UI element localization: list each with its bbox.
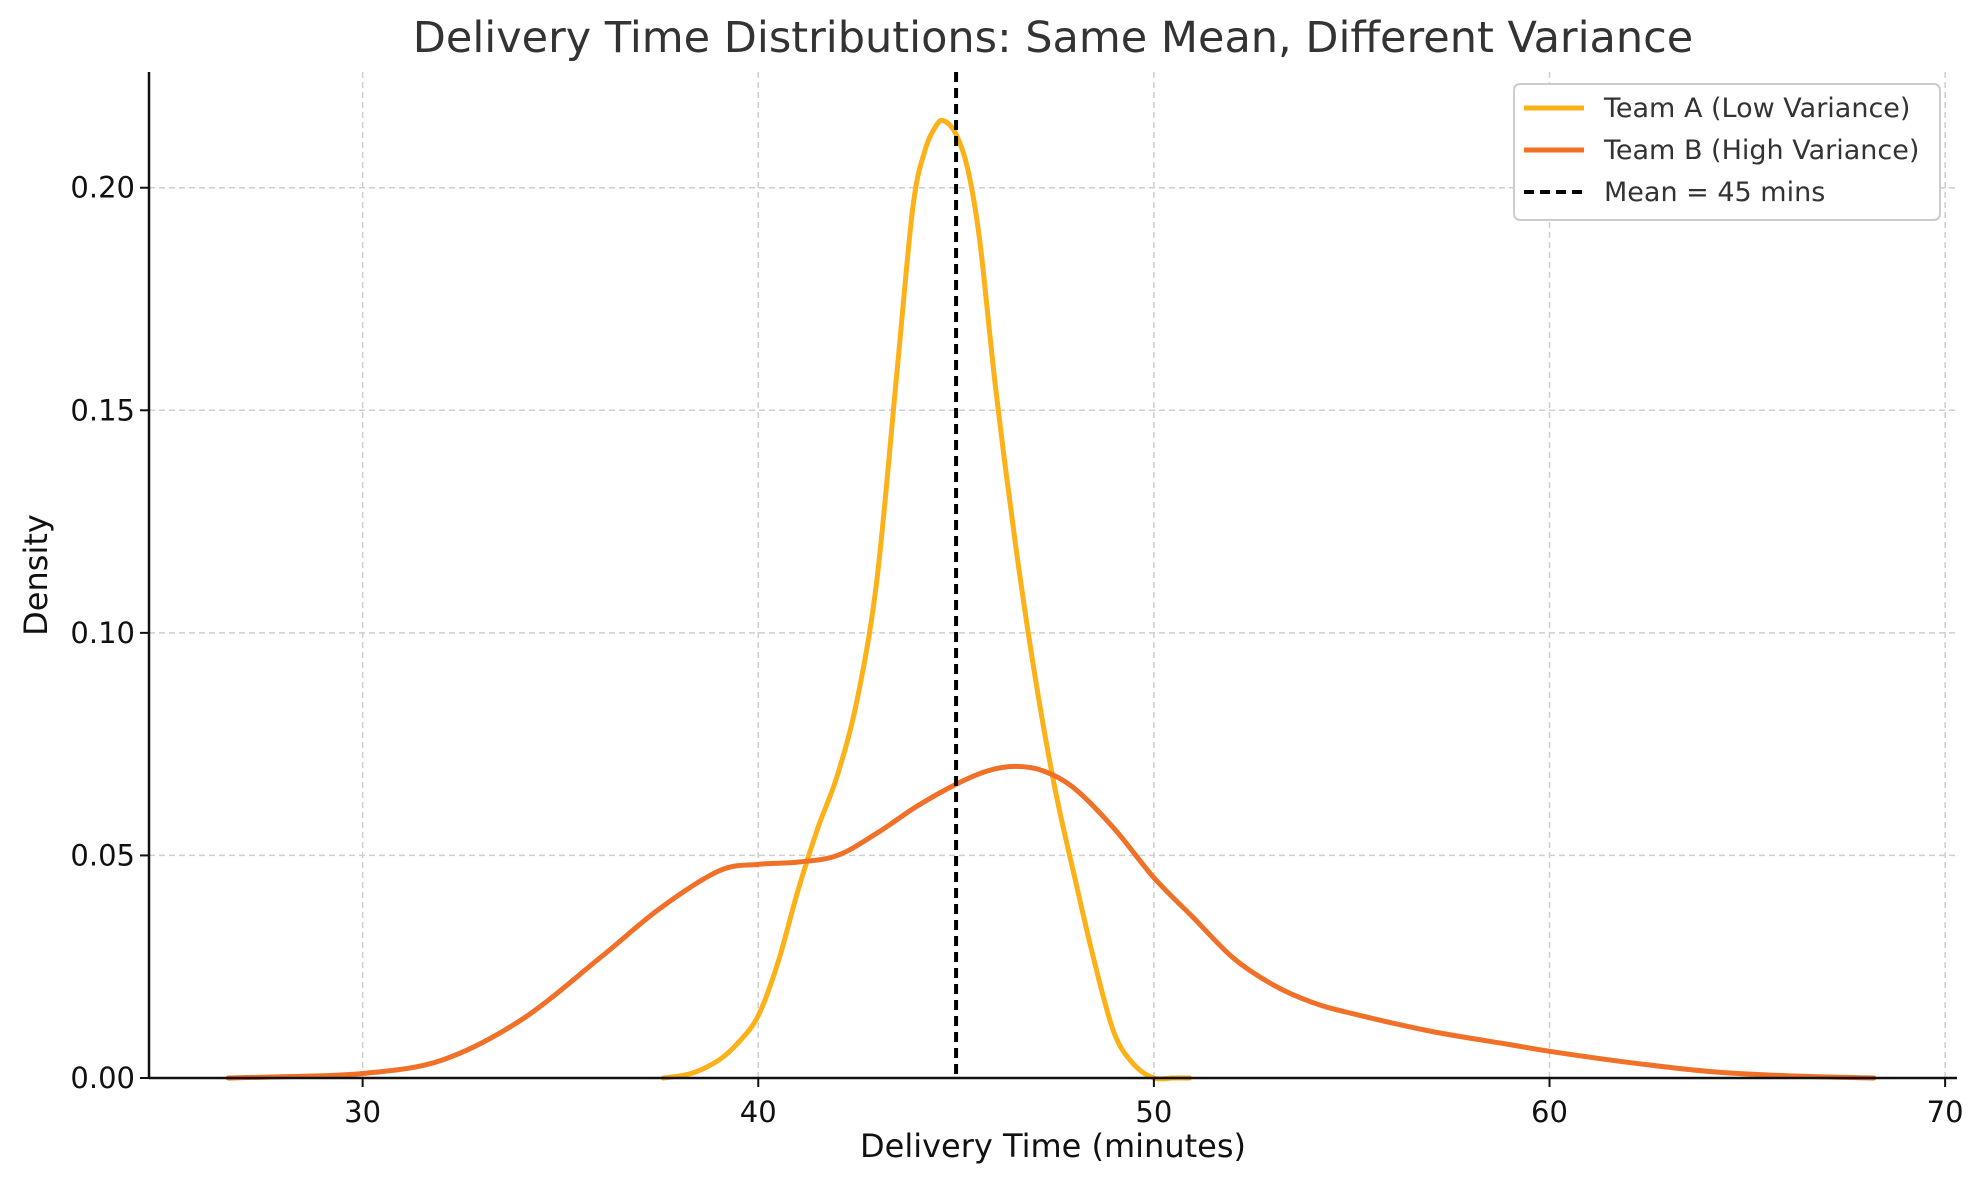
y-tick-label: 0.00 [70,1061,135,1095]
y-tick-label: 0.15 [70,393,135,427]
y-axis-label: Density [17,514,55,636]
x-axis-label: Delivery Time (minutes) [860,1127,1246,1165]
x-tick-label: 40 [740,1095,777,1129]
team-a-density-line [660,117,1192,1082]
ticks-layer: 30 40 50 60 70 0.00 0.05 0.10 0.15 0.20 [70,171,1963,1129]
chart-title: Delivery Time Distributions: Same Mean, … [413,13,1694,63]
series-layer [225,72,1877,1082]
grid-layer [149,72,1957,1078]
legend-item-mean: Mean = 45 mins [1524,177,1825,208]
x-tick-label: 30 [344,1095,381,1129]
y-tick-label: 0.05 [70,838,135,872]
legend-label-team-a: Team A (Low Variance) [1603,93,1910,124]
team-b-density-line [225,763,1877,1081]
legend-box [1513,83,1941,221]
y-tick-label: 0.10 [70,616,135,650]
x-tick-label: 50 [1135,1095,1172,1129]
legend-item-team-a: Team A (Low Variance) [1524,93,1910,124]
legend-label-mean: Mean = 45 mins [1604,177,1825,208]
legend-item-team-b: Team B (High Variance) [1524,135,1919,166]
x-tick-label: 70 [1927,1095,1964,1129]
legend-label-team-b: Team B (High Variance) [1603,135,1919,166]
legend: Team A (Low Variance) Team B (High Varia… [1513,83,1941,221]
axes-layer [147,72,1957,1080]
y-tick-label: 0.20 [70,171,135,205]
x-tick-label: 60 [1531,1095,1568,1129]
